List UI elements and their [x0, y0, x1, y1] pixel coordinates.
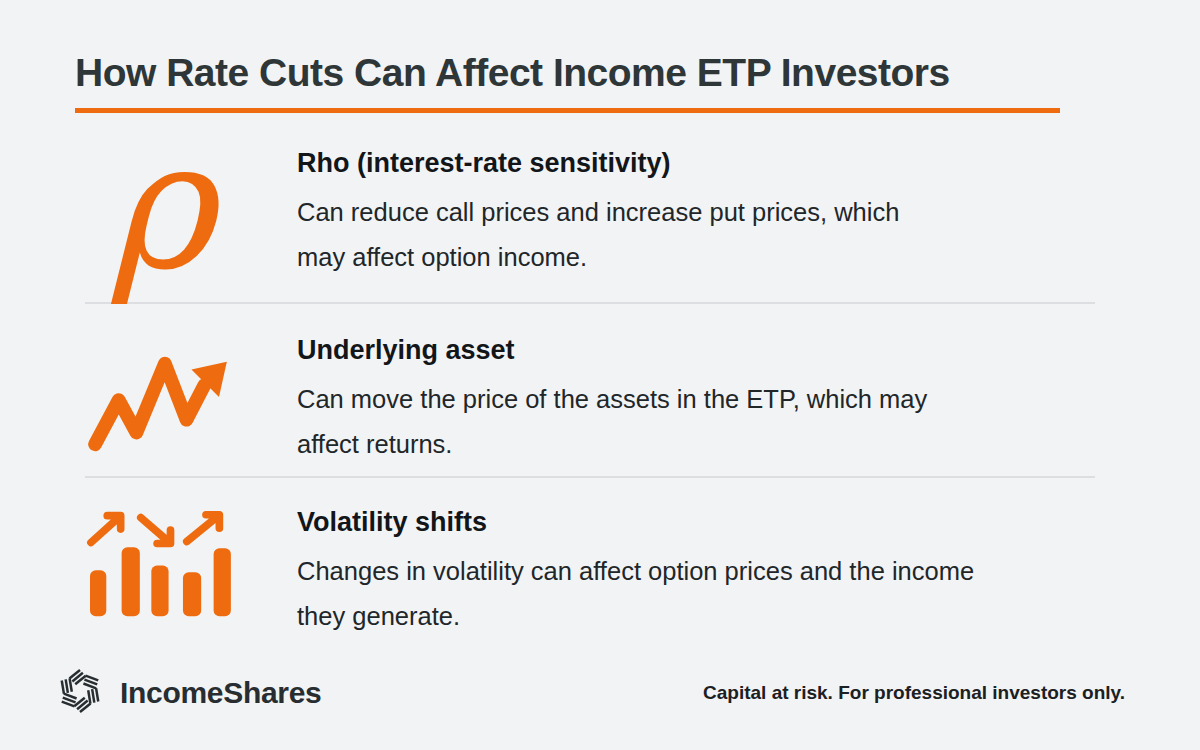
section-volatility-text: Volatility shifts Changes in volatility …: [297, 478, 1125, 639]
brand: IncomeShares: [57, 668, 322, 718]
section-body-line: Changes in volatility can affect option …: [297, 549, 1125, 594]
section-heading: Rho (interest-rate sensitivity): [297, 145, 1125, 181]
section-rho: ρ Rho (interest-rate sensitivity) Can re…: [0, 113, 1200, 302]
volatility-bars-arrows-icon: [85, 508, 233, 627]
header: How Rate Cuts Can Affect Income ETP Inve…: [0, 0, 1200, 113]
section-body-line: affect returns.: [297, 422, 1125, 467]
section-heading: Underlying asset: [297, 332, 1125, 368]
rho-symbol-icon: ρ: [109, 131, 214, 281]
section-underlying-text: Underlying asset Can move the price of t…: [297, 304, 1125, 467]
section-volatility: Volatility shifts Changes in volatility …: [0, 478, 1200, 653]
trending-up-zigzag-arrow-icon: [85, 344, 233, 466]
incomeshares-logo-icon: [57, 668, 103, 718]
section-body-line: Can move the price of the assets in the …: [297, 377, 1125, 422]
section-body-line: may affect option income.: [297, 235, 1125, 280]
section-underlying-asset: Underlying asset Can move the price of t…: [0, 304, 1200, 476]
section-body-line: they generate.: [297, 594, 1125, 639]
page-title: How Rate Cuts Can Affect Income ETP Inve…: [75, 50, 1125, 96]
section-body-line: Can reduce call prices and increase put …: [297, 190, 1125, 235]
infographic-page: How Rate Cuts Can Affect Income ETP Inve…: [0, 0, 1200, 750]
footer: IncomeShares Capital at risk. For profes…: [57, 668, 1125, 718]
section-rho-text: Rho (interest-rate sensitivity) Can redu…: [297, 113, 1125, 280]
brand-name: IncomeShares: [120, 676, 322, 710]
section-volatility-icon-cell: [75, 478, 297, 627]
section-rho-icon-cell: ρ: [75, 113, 297, 281]
disclaimer-text: Capital at risk. For professional invest…: [703, 682, 1125, 704]
section-heading: Volatility shifts: [297, 504, 1125, 540]
section-underlying-icon-cell: [75, 304, 297, 466]
